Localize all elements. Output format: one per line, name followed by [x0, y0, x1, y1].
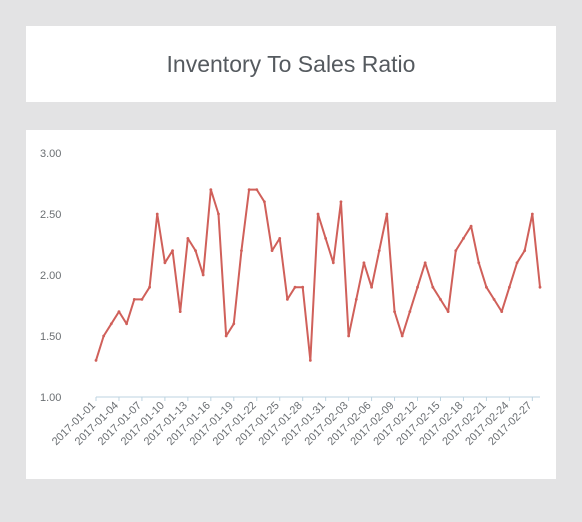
data-point — [293, 285, 297, 289]
data-point — [469, 224, 473, 228]
chart-card: 1.00 1.50 2.00 2.50 3.00 2017-01-01 2017-01-0… — [26, 130, 556, 479]
y-tick-label: 1.50 — [40, 331, 61, 343]
data-point — [278, 237, 282, 240]
data-point — [209, 188, 213, 191]
data-point — [224, 334, 228, 338]
data-point — [148, 285, 151, 289]
data-point — [255, 188, 259, 191]
data-point — [408, 310, 412, 313]
data-point — [201, 273, 205, 277]
data-point — [538, 285, 542, 289]
data-point — [416, 285, 419, 289]
data-point — [140, 298, 144, 301]
data-point — [171, 249, 174, 252]
data-point — [400, 334, 404, 338]
y-tick-label: 3.00 — [40, 148, 61, 160]
data-point — [507, 285, 511, 289]
data-point — [186, 237, 190, 240]
series-group — [94, 188, 542, 362]
data-point — [94, 359, 98, 362]
data-point — [370, 285, 373, 289]
data-point — [377, 249, 381, 252]
line-chart: 1.00 1.50 2.00 2.50 3.00 2017-01-012017-01-0… — [40, 148, 542, 448]
data-point — [454, 249, 458, 252]
page-title: Inventory To Sales Ratio — [166, 50, 416, 77]
data-point — [354, 298, 358, 301]
data-point — [492, 298, 496, 301]
data-point — [163, 261, 167, 265]
data-point — [155, 212, 159, 216]
y-tick-label: 2.50 — [40, 209, 61, 221]
data-point — [523, 249, 527, 252]
data-point — [347, 334, 351, 338]
data-point — [125, 322, 129, 326]
data-point — [500, 310, 504, 313]
data-point — [247, 188, 251, 191]
data-point — [217, 212, 220, 216]
data-point — [301, 285, 305, 289]
data-point — [194, 249, 197, 252]
data-point — [308, 359, 312, 362]
data-point — [270, 249, 274, 252]
y-axis: 1.00 1.50 2.00 2.50 3.00 — [40, 148, 61, 404]
data-point — [117, 310, 121, 313]
data-point — [446, 310, 450, 313]
data-point — [485, 285, 488, 289]
data-point — [331, 261, 335, 265]
data-point — [462, 237, 465, 240]
data-point — [423, 261, 427, 265]
data-point — [178, 310, 182, 313]
x-tick-labels: 2017-01-012017-01-042017-01-072017-01-10… — [50, 397, 534, 448]
data-point — [240, 249, 243, 252]
data-point — [439, 298, 442, 301]
data-point — [263, 200, 266, 204]
data-point — [477, 261, 481, 265]
data-point — [324, 237, 328, 240]
data-point — [385, 212, 389, 216]
data-point — [316, 212, 320, 216]
data-point — [285, 298, 289, 301]
data-point — [530, 212, 534, 216]
data-point — [132, 298, 136, 301]
y-tick-label: 1.00 — [40, 392, 61, 404]
data-point — [515, 261, 519, 265]
data-point — [232, 322, 236, 326]
data-point — [339, 200, 343, 204]
data-point — [102, 334, 106, 338]
data-point — [393, 310, 396, 313]
title-card: Inventory To Sales Ratio — [26, 26, 556, 102]
data-point — [431, 285, 435, 289]
y-tick-label: 2.00 — [40, 270, 61, 282]
data-point — [362, 261, 366, 265]
data-point — [109, 322, 113, 326]
